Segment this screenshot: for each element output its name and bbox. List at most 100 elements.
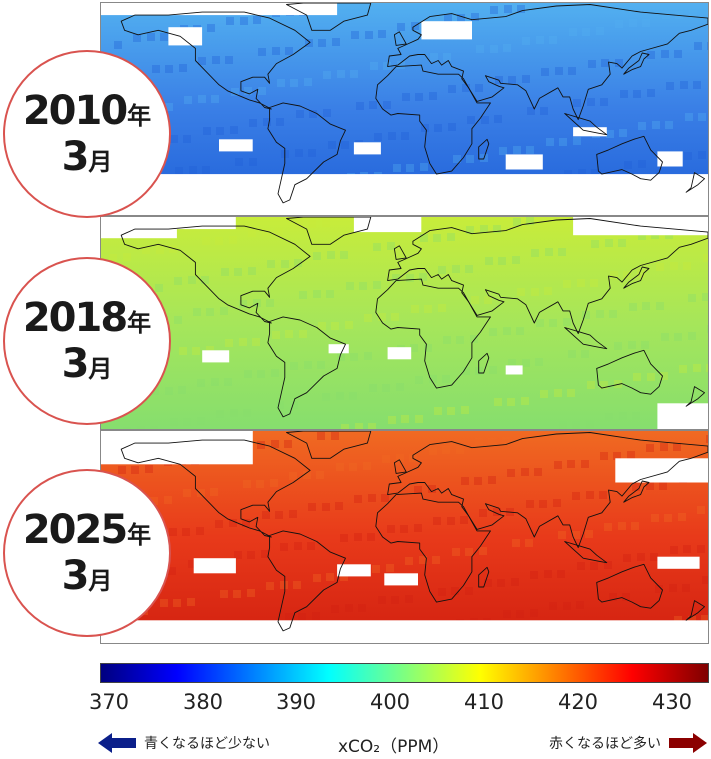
xco2-pixel [601,59,609,67]
xco2-pixel [179,64,187,72]
year-badge-2018: 2018 年 3 月 [3,257,171,425]
colorbar-tick: 390 [275,690,317,714]
xco2-pixel [563,280,571,288]
unit-label: xCO₂（PPM） [338,737,450,757]
xco2-pixel [230,126,238,134]
xco2-pixel [706,364,708,372]
xco2-pixel [673,443,681,451]
xco2-pixel [280,543,288,551]
coastline-madagascar [478,566,490,588]
xco2-pixel [308,503,316,511]
xco2-pixel [299,330,307,338]
xco2-pixel [521,397,529,405]
xco2-pixel [629,19,637,27]
xco2-pixel [150,426,158,429]
no-data-region [101,217,177,239]
xco2-pixel [383,62,391,70]
xco2-pixel [400,525,408,533]
xco2-pixel [554,461,562,469]
xco2-pixel [221,268,229,276]
coastline-madagascar [478,352,490,374]
xco2-pixel [323,71,331,79]
xco2-pixel [160,599,168,607]
coastline-africa [375,492,491,603]
coastline-indonesia [564,541,608,564]
xco2-pixel [679,365,687,373]
xco2-pixel [229,236,237,244]
xco2-pixel [659,482,667,490]
coastline-northAmerica [120,225,311,324]
xco2-pixel [226,17,234,25]
xco2-pixel [674,333,682,341]
year-badge-2025: 2025 年 3 月 [3,469,171,637]
no-data-region [353,142,381,155]
xco2-pixel [109,254,117,262]
xco2-pixel [622,593,630,601]
xco2-pixel [373,281,381,289]
xco2-pixel [512,539,520,547]
no-data-region [615,458,708,483]
xco2-pixel [335,502,343,510]
xco2-pixel [707,325,708,333]
xco2-pixel [341,141,349,149]
xco2-pixel [247,589,255,597]
xco2-pixel [257,441,265,449]
xco2-pixel [522,359,530,367]
xco2-pixel [405,557,413,565]
xco2-pixel [664,514,672,522]
no-data-region [168,27,203,46]
xco2-pixel [670,262,678,270]
xco2-pixel [564,170,572,178]
xco2-pixel [433,517,441,525]
xco2-pixel [536,319,544,327]
xco2-pixel [534,468,542,476]
xco2-pixel [198,57,206,65]
xco2-pixel [345,321,353,329]
xco2-pixel [266,582,274,590]
xco2-pixel [373,243,381,251]
xco2-pixel [655,585,663,593]
coastline-newZealand [685,600,706,621]
xco2-pixel [239,338,247,346]
arrow-right-icon [693,733,707,753]
xco2-pixel [600,452,608,460]
xco2-pixel [490,45,498,53]
xco2-pixel [419,556,427,564]
xco2-pixel [494,115,502,123]
xco2-pixel [447,407,455,415]
xco2-pixel [308,149,316,157]
xco2-pixel [359,282,367,290]
xco2-pixel [248,229,256,237]
xco2-pixel [507,469,515,477]
xco2-pixel [541,68,549,76]
xco2-pixel [184,96,192,104]
map-panel-2018 [100,216,709,430]
xco2-pixel [703,254,708,262]
xco2-pixel [365,31,373,39]
xco2-pixel [605,413,613,421]
xco2-pixel [189,166,197,174]
xco2-pixel [275,511,283,519]
xco2-pixel [428,485,436,493]
xco2-pixel [484,579,492,587]
coastline-eurasia [387,4,708,121]
xco2-pixel [688,616,696,624]
xco2-pixel [609,310,617,318]
xco2-pixel [354,495,362,503]
xco2-pixel [252,338,260,346]
xco2-pixel [277,79,285,87]
xco2-pixel [656,302,664,310]
coastline-japan [623,480,650,503]
xco2-pixel [678,513,686,521]
xco2-pixel [443,53,451,61]
xco2-pixel [604,523,612,531]
xco2-pixel [272,331,280,339]
xco2-pixel [290,79,298,87]
xco2-pixel [285,613,293,621]
coastline-greenland [286,431,372,459]
xco2-pixel [525,539,533,547]
xco2-pixel [448,123,456,131]
xco2-pixel [430,53,438,61]
xco2-pixel [516,327,524,335]
xco2-pixel [340,534,348,542]
